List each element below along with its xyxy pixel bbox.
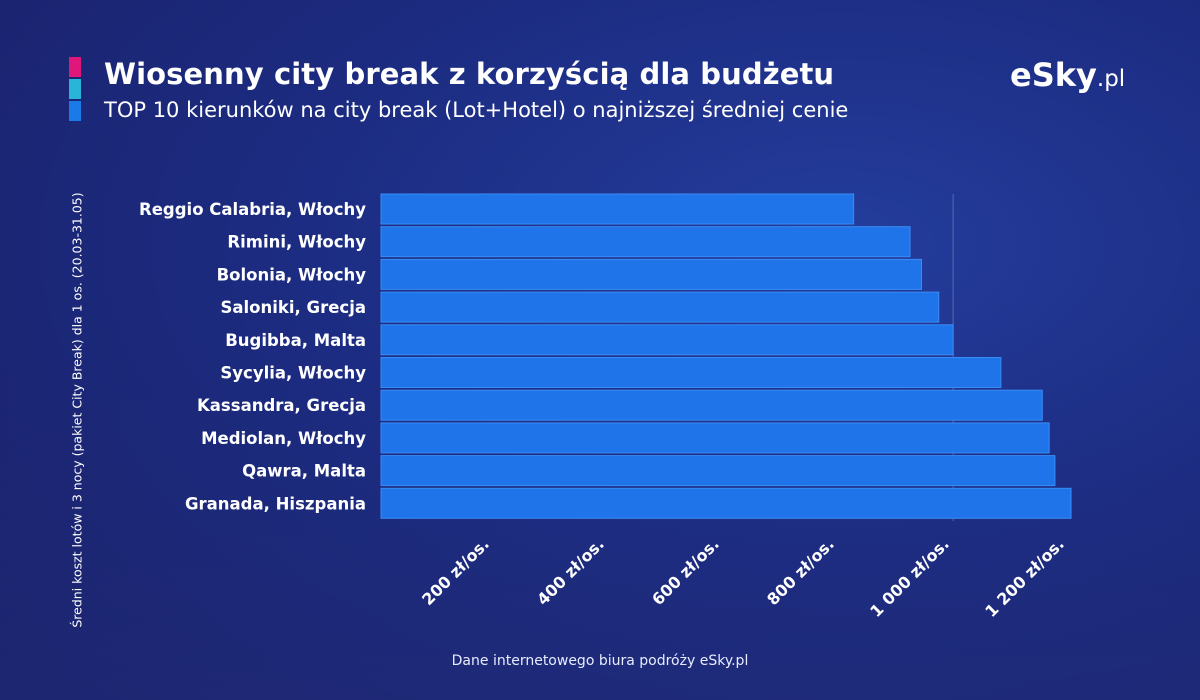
category-label-2: Rimini, Włochy (227, 233, 366, 252)
bar-1 (380, 193, 855, 225)
esky-logo: eSky.pl (1010, 56, 1125, 94)
category-label-8: Mediolan, Włochy (201, 429, 366, 448)
logo-main-text: Sky (1031, 56, 1097, 94)
category-label-5: Bugibba, Malta (225, 331, 366, 350)
chart-title: Wiosenny city break z korzyścią dla budż… (104, 57, 835, 91)
bar-3 (380, 258, 922, 290)
x-tick-label-6: 1 200 zł/os. (981, 534, 1068, 621)
bar-7 (380, 389, 1043, 421)
bar-2 (380, 226, 911, 258)
x-tick-label-4: 800 zł/os. (763, 534, 838, 609)
category-label-3: Bolonia, Włochy (217, 265, 367, 284)
x-tick-label-1: 200 zł/os. (418, 534, 493, 609)
category-label-1: Reggio Calabria, Włochy (139, 200, 366, 219)
bar-9 (380, 455, 1056, 487)
category-label-10: Granada, Hiszpania (185, 494, 366, 513)
category-label-6: Sycylia, Włochy (220, 364, 366, 383)
accent-bar-cyan (69, 79, 81, 99)
title-accent-bars (69, 57, 81, 123)
bar-6 (380, 357, 1002, 388)
x-tick-label-3: 600 zł/os. (648, 534, 723, 609)
bar-10 (380, 487, 1072, 519)
accent-bar-pink (69, 57, 81, 77)
source-note: Dane internetowego biura podróży eSky.pl (451, 653, 749, 669)
bar-5 (380, 324, 954, 356)
category-label-4: Saloniki, Grecja (221, 298, 367, 317)
bar-8 (380, 422, 1050, 454)
logo-suffix: .pl (1096, 66, 1126, 92)
logo-e-letter: e (1010, 56, 1032, 94)
category-label-7: Kassandra, Grecja (197, 396, 366, 415)
category-label-9: Qawra, Malta (242, 462, 366, 481)
x-tick-label-2: 400 zł/os. (533, 534, 608, 609)
x-tick-label-5: 1 000 zł/os. (866, 534, 953, 621)
bar-4 (380, 291, 940, 323)
chart-subtitle: TOP 10 kierunków na city break (Lot+Hote… (104, 98, 849, 122)
accent-bar-blue (69, 101, 81, 121)
